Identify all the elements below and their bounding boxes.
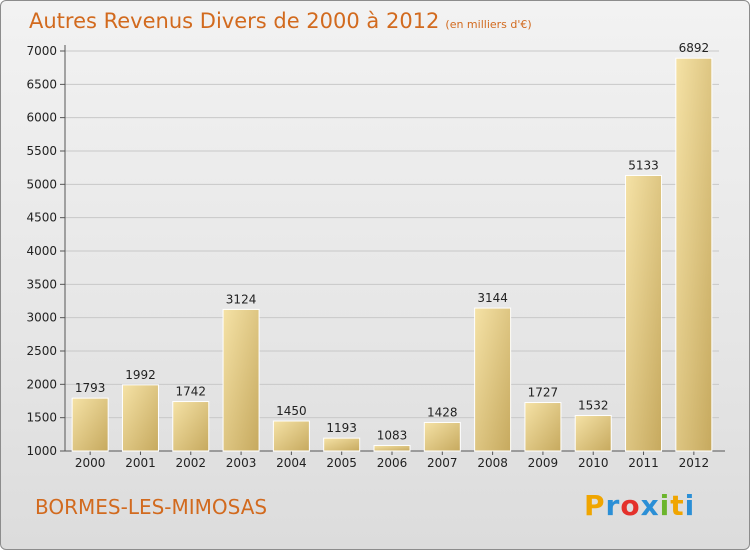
- bar-2011: [625, 174, 663, 452]
- y-tick-label: 4000: [26, 244, 57, 258]
- x-tick-label: 2007: [427, 456, 458, 470]
- bar-2008: [474, 307, 512, 452]
- bar-value-label: 1793: [75, 381, 106, 395]
- bar-2004: [272, 420, 310, 452]
- logo-letter: x: [640, 489, 660, 522]
- y-tick-label: 5500: [26, 144, 57, 158]
- bar-value-label: 1193: [326, 421, 357, 435]
- chart-title-text: Autres Revenus Divers de 2000 à 2012: [29, 9, 440, 33]
- x-tick-label: 2002: [175, 456, 206, 470]
- chart-subtitle: (en milliers d'€): [445, 18, 532, 31]
- bar-value-label: 6892: [679, 41, 710, 55]
- bar-2009: [524, 402, 562, 452]
- bar-2000: [71, 397, 109, 452]
- x-tick-label: 2006: [377, 456, 408, 470]
- y-tick-label: 5000: [26, 177, 57, 191]
- commune-name: BORMES-LES-MIMOSAS: [35, 495, 268, 519]
- logo-letter: i: [684, 489, 696, 522]
- logo-letter: t: [670, 489, 685, 522]
- x-tick-label: 2009: [528, 456, 559, 470]
- bar-value-label: 5133: [628, 158, 659, 172]
- y-tick-label: 6000: [26, 111, 57, 125]
- y-tick-label: 2500: [26, 344, 57, 358]
- labels: 1000 1500 2000 2500 3000 3500 4000 4500 5000 5500…: [26, 41, 709, 470]
- bar-2006: [373, 444, 411, 452]
- y-tick-label: 6500: [26, 77, 57, 91]
- bar-value-label: 3144: [477, 291, 508, 305]
- bar-value-label: 1450: [276, 404, 307, 418]
- y-tick-label: 3000: [26, 311, 57, 325]
- y-tick-label: 1000: [26, 444, 57, 458]
- bar-value-label: 1992: [125, 368, 156, 382]
- bar-value-label: 1428: [427, 405, 458, 419]
- bar-value-label: 1083: [377, 428, 408, 442]
- bar-value-label: 1727: [528, 386, 559, 400]
- x-tick-label: 2008: [477, 456, 508, 470]
- y-tick-label: 2000: [26, 377, 57, 391]
- y-tick-label: 4500: [26, 211, 57, 225]
- proxiti-logo: Proxiti: [584, 489, 695, 522]
- x-tick-label: 2001: [125, 456, 156, 470]
- logo-letter: P: [584, 489, 606, 522]
- bar-2007: [423, 421, 461, 452]
- bar-value-label: 1742: [175, 385, 206, 399]
- bar-2001: [121, 384, 159, 452]
- chart-title: Autres Revenus Divers de 2000 à 2012 (en …: [29, 9, 532, 33]
- x-tick-label: 2000: [75, 456, 106, 470]
- x-tick-label: 2005: [326, 456, 357, 470]
- bar-value-label: 3124: [226, 292, 257, 306]
- y-tick-label: 7000: [26, 44, 57, 58]
- bar-2012: [675, 57, 713, 452]
- x-tick-label: 2003: [226, 456, 257, 470]
- y-tick-label: 1500: [26, 411, 57, 425]
- bar-2002: [172, 401, 210, 452]
- bar-value-label: 1532: [578, 399, 609, 413]
- x-tick-label: 2004: [276, 456, 307, 470]
- x-tick-label: 2012: [679, 456, 710, 470]
- grid-lines: [65, 50, 719, 452]
- bar-2010: [574, 415, 612, 452]
- logo-letter: o: [620, 489, 641, 522]
- bar-2003: [222, 308, 260, 452]
- y-tick-label: 3500: [26, 277, 57, 291]
- logo-letter: i: [659, 489, 671, 522]
- bar-2005: [323, 437, 361, 452]
- x-tick-label: 2011: [628, 456, 659, 470]
- bars: [71, 57, 713, 452]
- x-tick-label: 2010: [578, 456, 609, 470]
- logo-letter: r: [605, 489, 621, 522]
